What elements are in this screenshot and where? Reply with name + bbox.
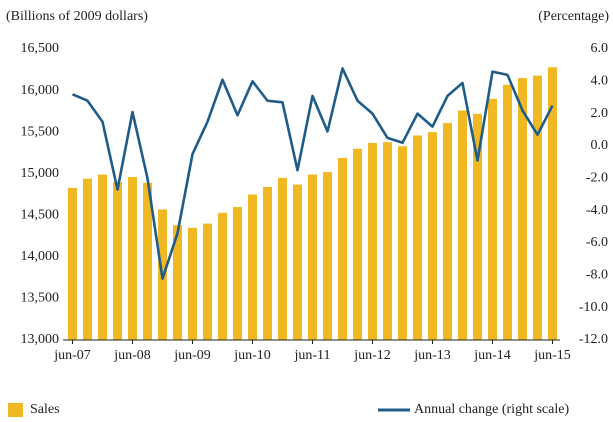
bar [458,110,467,340]
y2-tick-label: 4.0 [591,74,609,89]
y-tick-label: 14,500 [21,208,60,223]
bar [428,132,437,340]
x-tick-label: jun-09 [173,348,211,363]
bar [173,225,182,340]
bar [188,227,197,340]
bar [368,142,377,340]
bar [83,178,92,340]
bar [143,182,152,340]
bar [203,223,212,340]
x-tick-label: jun-07 [53,348,91,363]
x-tick-label: jun-08 [113,348,151,363]
bar [488,98,497,340]
bar [98,174,107,340]
bar [413,135,422,340]
bar [548,67,557,340]
bar [248,194,257,340]
y-tick-label: 13,000 [21,332,60,347]
bar [128,177,137,340]
x-tick-label: jun-15 [533,348,571,363]
x-tick-label: jun-10 [233,348,271,363]
line [71,67,554,280]
bar [443,122,452,340]
bar [533,75,542,340]
bar [308,174,317,340]
y2-tick-label: -10.0 [579,300,608,315]
bar [383,142,392,340]
y-tick-label: 15,500 [21,124,60,139]
bar [323,172,332,340]
y-tick-label: 15,000 [21,166,60,181]
y2-tick-label: 0.0 [591,138,609,153]
legend-label: Annual change (right scale) [414,402,569,417]
bar [473,113,482,340]
bar [113,182,122,340]
x-tick-label: jun-11 [293,348,330,363]
y2-tick-label: 2.0 [591,106,609,121]
x-tick-label: jun-13 [413,348,451,363]
y2-tick-label: -8.0 [586,268,608,283]
y2-tick-label: -4.0 [586,203,608,218]
bar [518,78,527,340]
y-tick-label: 16,500 [21,41,60,56]
x-tick-label: jun-12 [353,348,391,363]
bar [68,187,77,340]
bar [233,206,242,340]
y-tick-label: 16,000 [21,83,60,98]
y-axis-title: (Billions of 2009 dollars) [6,9,148,24]
bar [338,157,347,340]
y2-tick-label: 6.0 [591,41,609,56]
y2-tick-label: -2.0 [586,171,608,186]
bar [278,177,287,340]
y-tick-label: 14,000 [21,249,60,264]
legend-swatch [8,403,23,417]
bar [218,212,227,340]
bar [263,187,272,340]
bar [353,148,362,340]
y2-tick-label: -12.0 [579,332,608,347]
y-tick-label: 13,500 [21,291,60,306]
bar [293,184,302,340]
x-tick-label: jun-14 [473,348,511,363]
bar [503,84,512,340]
y2-axis-title: (Percentage) [538,9,609,24]
legend-label: Sales [30,402,60,417]
y2-tick-label: -6.0 [586,235,608,250]
bar [398,146,407,340]
